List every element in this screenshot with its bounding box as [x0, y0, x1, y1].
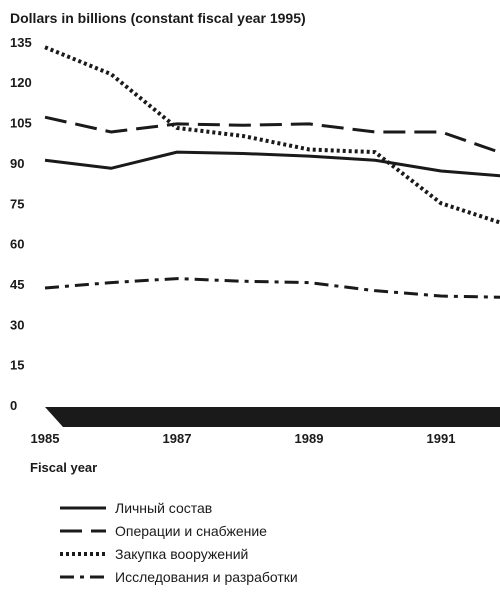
x-tick-label: 1985	[31, 431, 60, 446]
y-tick-label: 30	[10, 317, 24, 332]
y-tick-label: 60	[10, 237, 24, 252]
y-tick-label: 135	[10, 35, 32, 50]
legend: Личный состав Операции и снабжение Закупка…	[60, 500, 298, 585]
series-line-2	[44, 115, 500, 154]
y-axis-ticks: 0 15 30 45 60 75 90 105 120 135	[10, 35, 32, 413]
x-axis-ticks: 1985 1987 1989 1991	[31, 431, 456, 446]
legend-label: Закупка вооружений	[115, 546, 248, 562]
y-tick-label: 45	[10, 277, 24, 292]
y-tick-label: 15	[10, 358, 24, 373]
x-tick-label: 1989	[295, 431, 324, 446]
y-tick-label: 90	[10, 156, 24, 171]
y-tick-label: 105	[10, 116, 32, 131]
x-axis-band	[45, 407, 500, 427]
legend-label: Операции и снабжение	[115, 523, 267, 539]
y-tick-label: 75	[10, 196, 24, 211]
series-line-1	[44, 150, 500, 178]
x-tick-label: 1991	[427, 431, 456, 446]
legend-label: Личный состав	[115, 500, 212, 516]
series-line-4	[44, 277, 500, 299]
y-tick-label: 120	[10, 75, 32, 90]
legend-label: Исследования и разработки	[115, 569, 298, 585]
series-lines	[44, 45, 500, 299]
x-axis-label: Fiscal year	[30, 460, 97, 475]
x-tick-label: 1987	[163, 431, 192, 446]
series-line-3	[44, 45, 500, 225]
chart-title: Dollars in billions (constant fiscal yea…	[10, 10, 306, 26]
y-tick-label: 0	[10, 398, 17, 413]
